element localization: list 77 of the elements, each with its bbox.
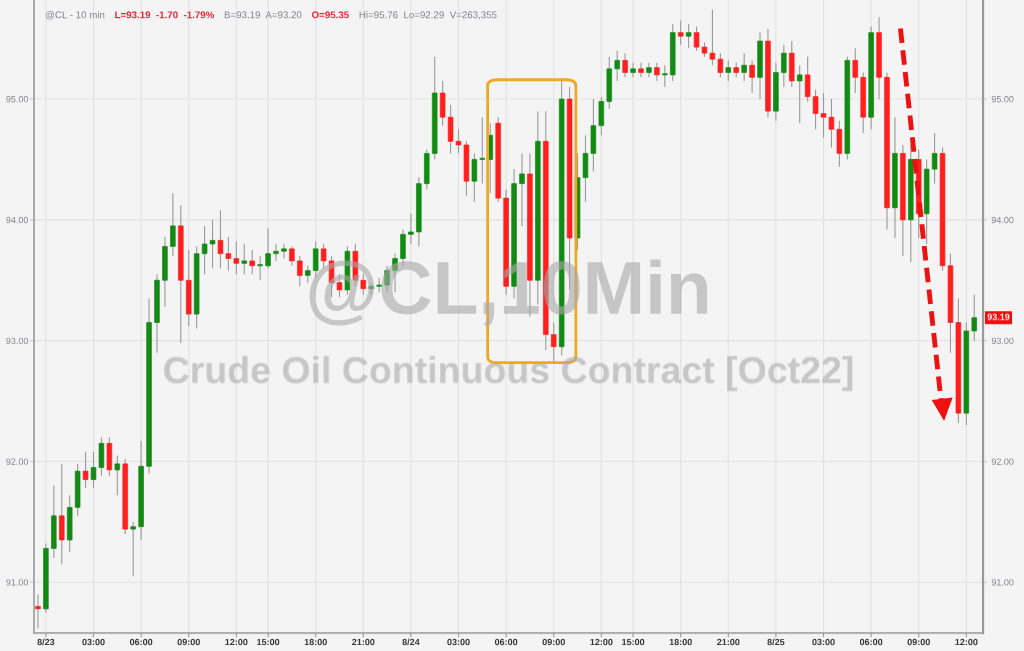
x-tick-label: 03:00 xyxy=(812,638,835,646)
x-tick-label: 15:00 xyxy=(257,638,280,646)
candlestick xyxy=(931,132,938,185)
x-tick-label: 8/25 xyxy=(767,638,785,646)
x-tick-label: 18:00 xyxy=(669,638,692,646)
candlestick xyxy=(971,294,977,342)
candlestick xyxy=(479,116,486,185)
annotation: L=93.19 -1.70 -1.79% xyxy=(115,11,215,19)
annotation: 93.19 xyxy=(987,313,1010,321)
candlestick xyxy=(796,64,803,124)
candlestick xyxy=(622,52,628,78)
x-tick-label: 21:00 xyxy=(717,638,740,646)
candlestick xyxy=(408,213,414,245)
candlestick xyxy=(646,62,652,78)
candlestick xyxy=(241,243,247,275)
x-tick-label: 12:00 xyxy=(225,638,248,646)
candlestick xyxy=(614,50,620,82)
x-tick-label: 06:00 xyxy=(859,638,883,646)
x-tick-label: 8/23 xyxy=(37,638,55,646)
x-tick-label: 15:00 xyxy=(622,638,645,646)
candlestick xyxy=(638,62,644,78)
y2-tick-label: 93.00 xyxy=(991,337,1014,345)
candlestick xyxy=(297,255,303,287)
candlestick xyxy=(257,255,263,281)
candlestick xyxy=(685,23,692,49)
candlestick xyxy=(233,241,240,275)
candlestick xyxy=(273,243,279,262)
candlestick xyxy=(114,454,121,496)
candlestick xyxy=(519,152,525,227)
y-tick-label: 92.00 xyxy=(6,458,29,465)
candlestick xyxy=(289,245,295,267)
x-tick-label: 18:00 xyxy=(304,638,327,646)
annotation: Hi=95.76 Lo=92.29 V=263,355 xyxy=(359,11,497,20)
annotation: B=93.19 A=93.20 xyxy=(224,11,302,19)
y-tick-label: 93.00 xyxy=(6,337,29,345)
x-tick-label: 12:00 xyxy=(955,638,978,646)
y2-tick-label: 91.00 xyxy=(991,579,1014,586)
annotation: O=95.35 xyxy=(311,11,349,19)
candlestick xyxy=(662,64,668,88)
candlestick xyxy=(281,243,287,260)
y2-tick-label: 94.00 xyxy=(991,216,1014,224)
candlestick xyxy=(217,209,224,269)
x-tick-label: 06:00 xyxy=(129,638,153,646)
y-tick-label: 95.00 xyxy=(6,96,29,103)
annotation: @CL - 10 min xyxy=(45,11,105,20)
x-tick-label: 12:00 xyxy=(590,638,613,646)
candlestick xyxy=(170,192,176,257)
candlestick xyxy=(852,47,858,94)
candlestick xyxy=(654,62,660,82)
x-tick-label: 06:00 xyxy=(494,638,518,646)
y2-tick-label: 95.00 xyxy=(991,96,1014,103)
y-tick-label: 91.00 xyxy=(6,579,29,586)
candlestick xyxy=(781,44,787,88)
x-tick-label: 09:00 xyxy=(177,638,200,646)
candlestick xyxy=(201,225,208,275)
candlestick xyxy=(741,52,747,82)
candlestick xyxy=(225,236,232,272)
candlestick xyxy=(630,62,636,78)
x-tick-label: 03:00 xyxy=(82,638,105,646)
candlestick xyxy=(749,59,755,94)
candlestick xyxy=(265,227,271,269)
candlestick xyxy=(725,59,732,82)
y-tick-label: 94.00 xyxy=(6,216,29,224)
x-tick-label: 21:00 xyxy=(352,638,375,646)
candlestick xyxy=(717,52,724,78)
x-tick-label: 03:00 xyxy=(447,638,470,646)
candlestick xyxy=(677,19,684,46)
candlestick xyxy=(249,249,255,275)
candlestick xyxy=(209,219,216,269)
candlestick xyxy=(804,56,811,103)
candlestick xyxy=(82,451,89,489)
candlestick xyxy=(471,152,478,203)
x-tick-label: 8/24 xyxy=(402,638,420,646)
candlestick xyxy=(130,521,136,577)
x-tick-label: 09:00 xyxy=(542,638,565,646)
y2-tick-label: 92.00 xyxy=(991,458,1014,465)
x-tick-label: 09:00 xyxy=(907,638,930,646)
